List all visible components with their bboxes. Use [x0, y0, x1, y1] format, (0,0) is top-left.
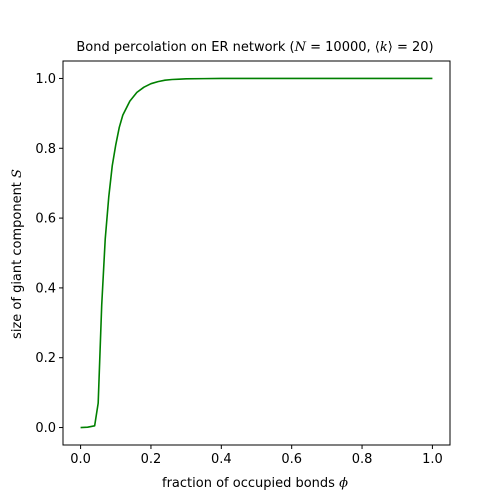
plot-area — [62, 60, 451, 446]
x-tick-label: 1.0 — [422, 452, 443, 467]
y-tick-label: 0.6 — [35, 212, 56, 227]
y-axis-label-text: size of giant component — [10, 178, 25, 339]
x-axis-label-symbol: ϕ — [339, 476, 348, 491]
chart-title-math-mid: = 10000, ⟨ — [306, 40, 380, 55]
y-axis-ticks: 0.0 0.2 0.4 0.6 0.8 1.0 — [35, 72, 63, 436]
x-axis-label-text: fraction of occupied bonds — [162, 476, 339, 491]
x-tick-label: 0.0 — [70, 452, 91, 467]
chart-title-math-n: N — [294, 40, 307, 55]
chart-title-text: Bond percolation on ER network — [76, 40, 289, 55]
plot-frame — [62, 60, 451, 446]
y-axis-label-symbol: S — [10, 169, 25, 178]
y-tick-label: 0.2 — [35, 351, 56, 366]
x-tick-label: 0.8 — [352, 452, 373, 467]
x-axis-ticks: 0.0 0.2 0.4 0.6 0.8 1.0 — [70, 445, 443, 467]
chart-title-math-close: ⟩ = 20) — [388, 40, 434, 55]
chart-title-math-k: k — [380, 40, 388, 55]
chart-title: Bond percolation on ER network (N = 1000… — [76, 40, 433, 55]
x-tick-label: 0.2 — [141, 452, 162, 467]
y-tick-label: 0.4 — [35, 281, 56, 296]
y-tick-label: 1.0 — [35, 72, 56, 87]
y-tick-label: 0.8 — [35, 142, 56, 157]
chart-title-math-open: ( — [290, 40, 295, 55]
y-axis-label: size of giant component S — [10, 169, 25, 339]
x-axis-label: fraction of occupied bonds ϕ — [162, 476, 348, 491]
series-line — [80, 77, 433, 429]
x-tick-label: 0.6 — [281, 452, 302, 467]
x-tick-label: 0.4 — [211, 452, 232, 467]
series-layer — [80, 77, 433, 429]
y-tick-label: 0.0 — [35, 421, 56, 436]
